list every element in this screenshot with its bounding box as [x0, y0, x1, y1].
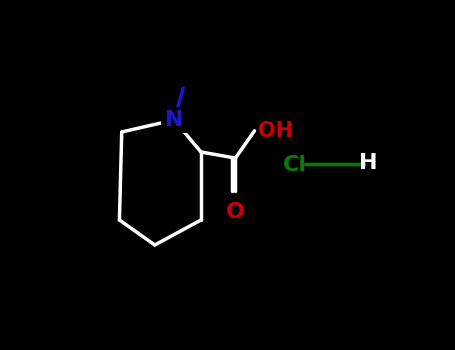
Text: OH: OH	[258, 121, 293, 141]
Text: H: H	[359, 153, 377, 173]
Text: Cl: Cl	[283, 155, 307, 175]
Text: O: O	[226, 202, 245, 222]
Text: N: N	[165, 110, 183, 130]
